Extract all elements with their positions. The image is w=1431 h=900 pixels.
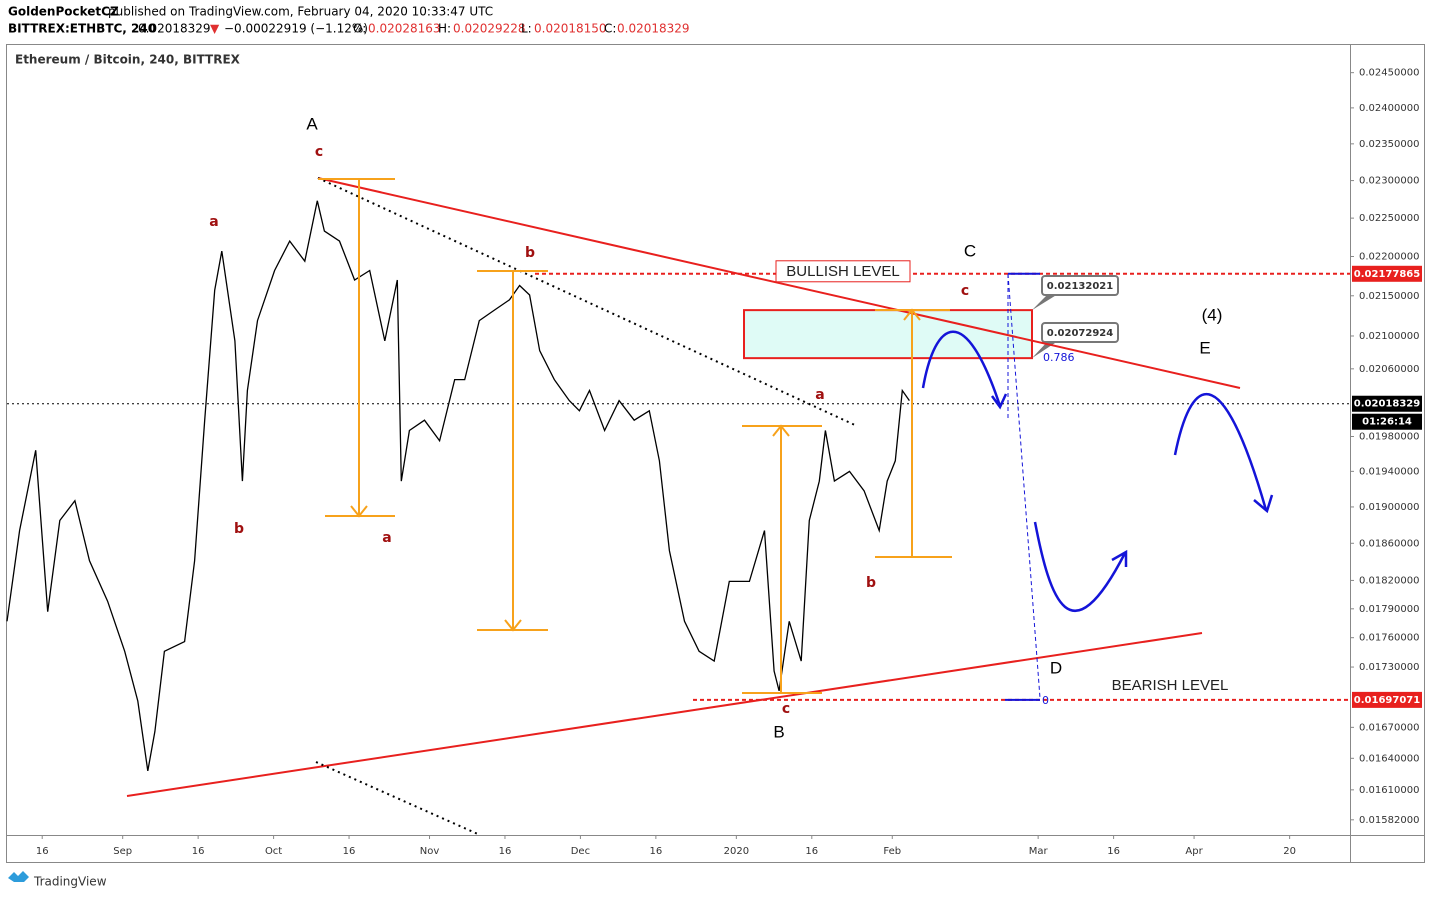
frame	[6, 44, 1425, 863]
y-tick-label: 0.02100000	[1359, 331, 1419, 342]
wave-label: D	[1050, 658, 1062, 677]
bullish-text: BULLISH LEVEL	[786, 263, 899, 280]
published: published on TradingView.com, February 0…	[108, 5, 493, 19]
wave-label: E	[1199, 338, 1210, 357]
fib-label: 0.786	[1043, 351, 1075, 364]
bearish-price-tag-bg	[1352, 691, 1422, 708]
symbol: BITTREX:ETHBTC, 240	[8, 22, 156, 36]
wave-label: c	[782, 701, 790, 717]
y-tick-label: 0.02400000	[1359, 103, 1419, 114]
bullish-box	[775, 260, 911, 283]
x-tick-label: 16	[499, 846, 512, 857]
y-tick-label: 0.02200000	[1359, 252, 1419, 263]
wave-label: (4)	[1202, 305, 1223, 324]
wave-label: b	[866, 575, 876, 591]
x-tick-label: 16	[649, 846, 662, 857]
change: −0.00022919 (−1.12%)	[224, 22, 368, 36]
y-tick-label: 0.01820000	[1359, 575, 1419, 586]
resistance-trendline	[317, 177, 1241, 389]
callout-pointer	[1032, 294, 1058, 311]
y-tick-label: 0.02350000	[1359, 139, 1419, 150]
y-tick-label: 0.02450000	[1359, 68, 1419, 79]
wave-label: a	[815, 387, 824, 403]
y-tick-label: 0.01730000	[1359, 662, 1419, 673]
measure	[318, 178, 952, 694]
open: 0.02028163	[368, 22, 441, 36]
low-label: L:	[521, 22, 532, 36]
y-tick-label: 0.02250000	[1359, 213, 1419, 224]
y-tick-label: 0.02060000	[1359, 364, 1419, 375]
current-price-tag: 0.02018329	[1354, 399, 1420, 410]
y-tick-label: 0.01610000	[1359, 785, 1419, 796]
y-tick-label: 0.01790000	[1359, 604, 1419, 615]
y-tick-label: 0.01900000	[1359, 502, 1419, 513]
wave-label: A	[306, 114, 318, 133]
wave-label: a	[209, 214, 218, 230]
x-tick-label: 16	[192, 846, 205, 857]
x-tick-label: Nov	[420, 846, 440, 857]
x-tick-label: Mar	[1029, 846, 1049, 857]
x-tick-label: Feb	[883, 846, 901, 857]
x-tick-label: 16	[343, 846, 356, 857]
y-tick-label: 0.02300000	[1359, 176, 1419, 187]
projection-arrow	[921, 330, 1274, 612]
change-arrow: ▼	[210, 22, 220, 36]
high: 0.02029228	[453, 22, 526, 36]
x-tick-label: Apr	[1185, 846, 1203, 857]
wave-label: c	[961, 283, 969, 299]
countdown-tag: 01:26:14	[1362, 417, 1412, 428]
dotted-line	[315, 761, 481, 836]
wave-label: b	[525, 245, 535, 261]
high-label: H:	[438, 22, 451, 36]
logo	[8, 871, 29, 882]
y-tick-label: 0.01940000	[1359, 466, 1419, 477]
fib-label: 0	[1042, 694, 1049, 707]
open-label: O:	[353, 22, 366, 36]
last: 0.02018329	[138, 22, 211, 36]
y-tick-label: 0.01640000	[1359, 753, 1419, 764]
x-tick-label: 2020	[724, 846, 749, 857]
low: 0.02018150	[534, 22, 607, 36]
y-tick-label: 0.01670000	[1359, 722, 1419, 733]
y-tick-label: 0.01980000	[1359, 431, 1419, 442]
callout-box	[1041, 275, 1119, 296]
x-tick-label: 16	[805, 846, 818, 857]
bullish-price-tag-bg	[1352, 265, 1422, 282]
price-line	[6, 200, 910, 772]
target-zone	[743, 309, 1033, 360]
bullish-price-tag: 0.02177865	[1354, 269, 1420, 280]
wave-label: c	[315, 144, 323, 160]
chart-title: Ethereum / Bitcoin, 240, BITTREX	[15, 53, 241, 67]
wave-label: B	[773, 722, 784, 741]
callout-label: 0.02072924	[1047, 328, 1113, 339]
wave-label: a	[382, 530, 391, 546]
close: 0.02018329	[617, 22, 690, 36]
x-tick-label: Oct	[265, 846, 282, 857]
y-tick-label: 0.01760000	[1359, 633, 1419, 644]
countdown-tag-bg	[1352, 413, 1422, 430]
callout-label: 0.02132021	[1047, 281, 1113, 292]
wave-label: b	[234, 521, 244, 537]
current-price-tag-bg	[1352, 395, 1422, 412]
x-tick-label: Dec	[571, 846, 590, 857]
x-tick-label: 20	[1283, 846, 1296, 857]
drawings	[126, 177, 1274, 836]
close-label: C:	[604, 22, 616, 36]
x-tick-label: 16	[1107, 846, 1120, 857]
x-tick-label: 16	[36, 846, 49, 857]
callout-box	[1041, 322, 1119, 343]
y-tick-label: 0.02150000	[1359, 291, 1419, 302]
footer: TradingView	[33, 875, 107, 889]
fib-line	[1007, 273, 1041, 699]
y-tick-label: 0.01860000	[1359, 538, 1419, 549]
support-trendline	[126, 632, 1203, 797]
bearish-price-tag: 0.01697071	[1354, 695, 1420, 706]
bearish-text: BEARISH LEVEL	[1112, 677, 1229, 694]
x-tick-label: Sep	[113, 846, 132, 857]
publisher: GoldenPocketCZ	[8, 5, 119, 19]
wave-label: C	[964, 241, 976, 260]
y-tick-label: 0.01582000	[1359, 815, 1419, 826]
